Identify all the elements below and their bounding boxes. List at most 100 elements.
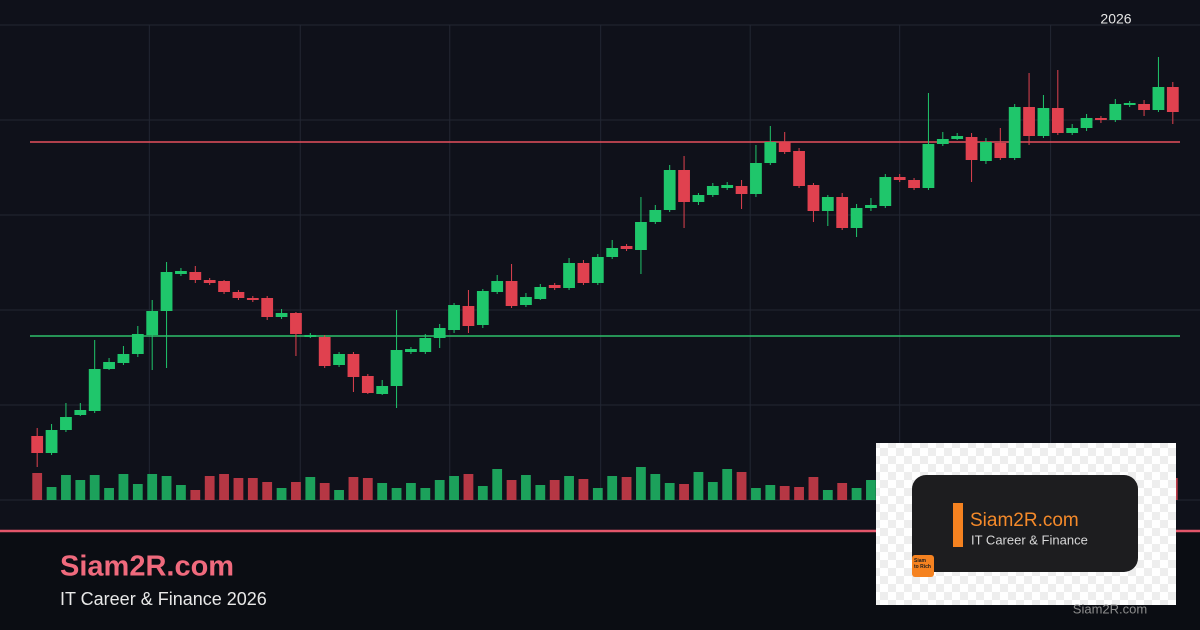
volume-bar [521,475,531,500]
candle-body [548,285,561,288]
volume-bar [291,482,301,500]
candle-body [146,311,159,335]
volume-bar [61,475,71,500]
volume-bar [147,474,158,500]
volume-bar [377,483,388,500]
candle-body [1008,107,1021,158]
volume-bar [190,490,201,500]
volume-bar [305,477,316,500]
volume-bar [477,486,488,500]
candle-body [218,281,230,292]
volume-bar [362,478,373,500]
logo-badge [912,555,934,577]
logo-card [912,475,1138,572]
candle-body [476,291,489,325]
volume-bar [822,490,833,500]
candle-body [390,350,403,386]
candle-body [1037,108,1050,136]
volume-bar [664,483,675,500]
candle-body [534,287,547,299]
candle-body [951,136,964,139]
candle-body [893,177,906,180]
volume-bar [492,469,503,500]
candle-body [980,142,992,161]
candle-body [793,151,805,186]
volume-bar [247,478,258,500]
candle-body [505,281,518,306]
candle-body [376,386,389,394]
candle-body [462,306,475,326]
volume-bar [233,478,244,500]
volume-bar [46,487,57,500]
logo-bar [953,503,963,547]
volume-bar [348,477,359,500]
candle-body [347,354,360,377]
candle-body [74,410,87,415]
volume-bar [104,488,114,500]
candle-body [836,197,849,228]
volume-bar [794,487,804,500]
volume-bar [262,482,273,500]
candle-body [563,263,575,288]
volume-bar [176,485,186,500]
volume-bar [334,490,344,500]
candle-body [606,248,619,257]
volume-bar [866,480,876,500]
candle-body [203,280,216,283]
candle-body [275,313,288,317]
candle-body [433,328,446,338]
volume-bar [621,477,632,500]
volume-bar [751,488,761,500]
volume-bar [535,485,546,500]
logo-badge-text: Siam to Rich [914,558,931,570]
volume-bar [693,472,704,500]
candle-body [491,281,504,292]
logo-badge-box: Siam to Rich [914,558,931,570]
candle-body [88,369,101,411]
logo-subtitle: IT Career & Finance [971,532,1088,547]
volume-bar [32,473,43,500]
volume-bar [391,488,402,500]
candle-body [850,208,863,228]
candle-body [361,376,374,393]
candle-body [1152,87,1165,110]
candle-body [1138,104,1150,110]
candle-body [1109,104,1122,120]
candle-body [764,142,777,163]
watermark: Siam2R.com [1073,601,1147,616]
candle-body [160,272,173,311]
candle-body [45,430,58,453]
candle-body [333,354,345,365]
volume-bar [549,480,560,500]
volume-bar [808,477,819,500]
volume-bar [650,474,661,500]
candle-body [1123,103,1136,105]
volume-bar [420,488,431,500]
candle-body [721,185,734,188]
candle-body [922,144,935,188]
volume-bar [506,480,517,500]
volume-bar [319,483,330,500]
volume-bar [765,485,776,500]
candle-body [706,186,719,195]
candle-body [620,246,633,249]
candle-body [965,137,978,160]
candle-body [879,177,892,206]
volume-bar [707,482,718,500]
candle-body [635,222,647,250]
volume-bar [449,476,459,500]
volume-bar [722,469,733,500]
footer-subtitle: IT Career & Finance 2026 [60,589,267,609]
volume-bar [276,488,287,500]
volume-bar [851,488,862,500]
candle-body [591,257,604,283]
volume-bar [578,479,589,500]
candle-body [520,297,532,305]
volume-bar [434,480,445,500]
footer-title: Siam2R.com [60,551,234,583]
candle-body [1023,107,1035,136]
volume-bar [564,476,574,500]
candle-body [232,292,245,298]
